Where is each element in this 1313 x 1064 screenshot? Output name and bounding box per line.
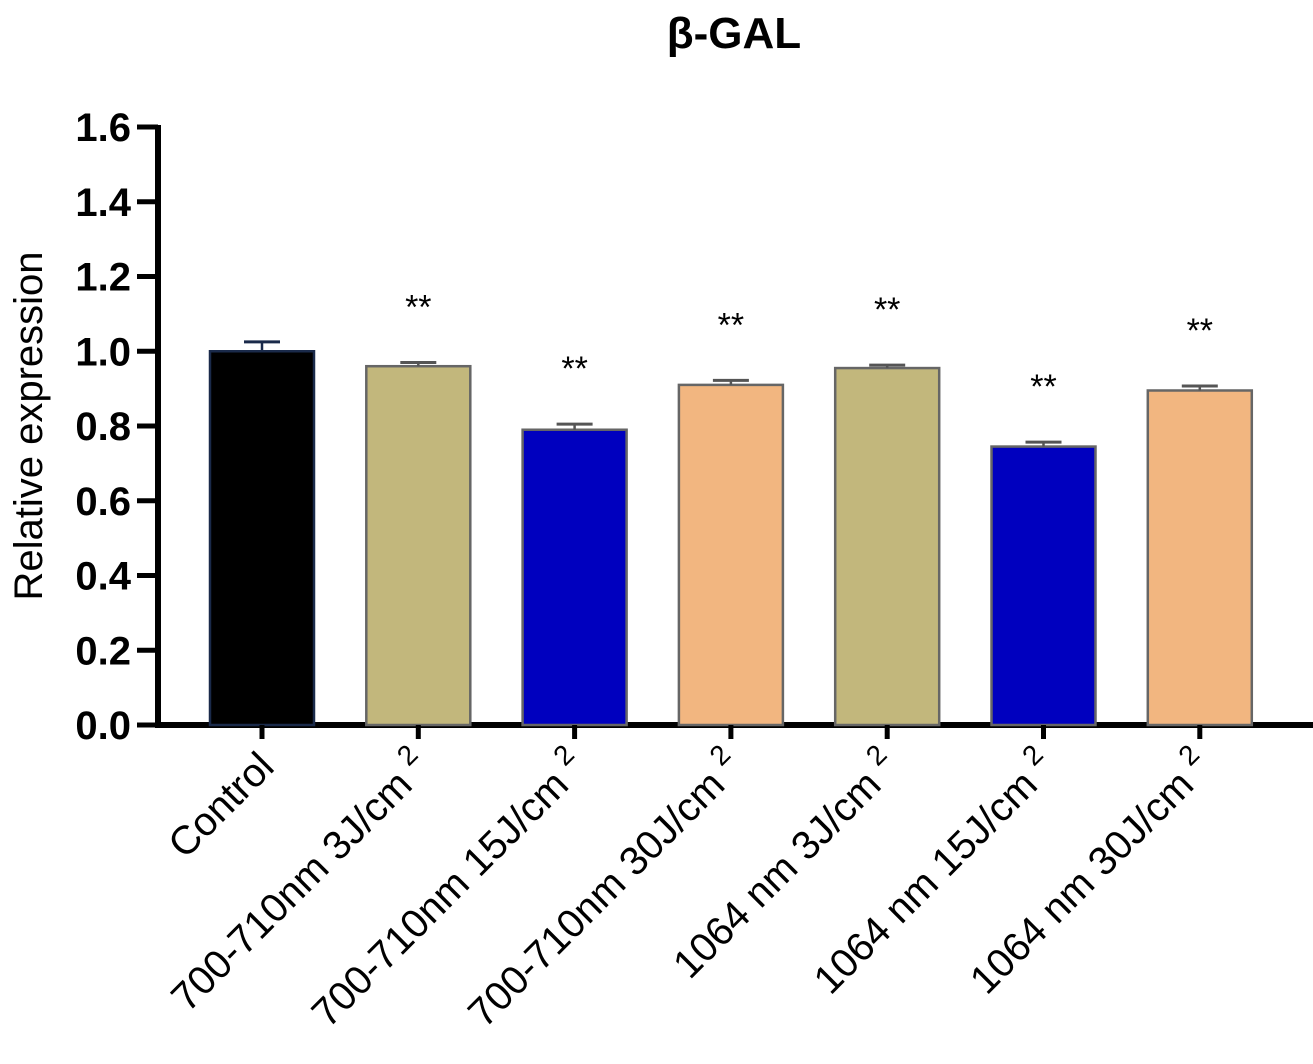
bar <box>521 428 628 727</box>
y-tick-label: 0.0 <box>75 704 131 748</box>
y-tick-label: 0.8 <box>75 405 131 449</box>
x-tick-label-text: 700-710nm 15J/cm <box>304 762 577 1035</box>
x-tick-label: Control <box>160 744 282 866</box>
y-tick-label: 1.6 <box>75 106 131 150</box>
x-tick-label-text: Control <box>160 744 282 866</box>
bar <box>677 383 785 727</box>
y-tick-label: 0.6 <box>75 480 131 524</box>
y-tick-label: 1.4 <box>75 181 131 225</box>
y-tick-label: 0.4 <box>75 555 131 599</box>
x-tick-label-superscript: 2 <box>1016 739 1049 772</box>
y-tick-label: 1.2 <box>75 256 131 300</box>
significance-label: ** <box>718 306 744 344</box>
x-tick-label: 700-710nm 30J/cm2 <box>454 739 751 1036</box>
x-tick-label-superscript: 2 <box>703 739 736 772</box>
x-tick-label-text: 700-710nm 30J/cm <box>460 762 733 1035</box>
y-axis-label: Relative expression <box>7 251 51 600</box>
x-tick-label-superscript: 2 <box>547 739 580 772</box>
y-tick-label: 1.0 <box>75 330 131 374</box>
bar <box>990 445 1097 727</box>
plot-area: 0.0 0.2 0.4 0.6 0.8 1.0 1.2 1.4 1.6 Control ** 700-… <box>75 106 1313 1036</box>
bar <box>833 366 941 727</box>
x-tick-label: 1064 nm 30J/cm2 <box>956 739 1220 1003</box>
x-tick-label-superscript: 2 <box>391 739 424 772</box>
significance-label: ** <box>1187 312 1213 350</box>
y-tick-label: 0.2 <box>75 629 131 673</box>
chart-title: β-GAL <box>667 9 801 58</box>
significance-label: ** <box>561 350 587 388</box>
x-tick-label-superscript: 2 <box>860 739 893 772</box>
bar <box>1146 389 1254 727</box>
bar <box>365 364 472 727</box>
significance-label: ** <box>405 288 431 326</box>
bar <box>208 350 316 727</box>
significance-label: ** <box>1030 368 1056 406</box>
x-tick-label: 700-710nm 3J/cm2 <box>157 739 438 1020</box>
x-tick-label: 700-710nm 15J/cm2 <box>298 739 595 1036</box>
x-tick-label-superscript: 2 <box>1172 739 1205 772</box>
significance-label: ** <box>874 291 900 329</box>
